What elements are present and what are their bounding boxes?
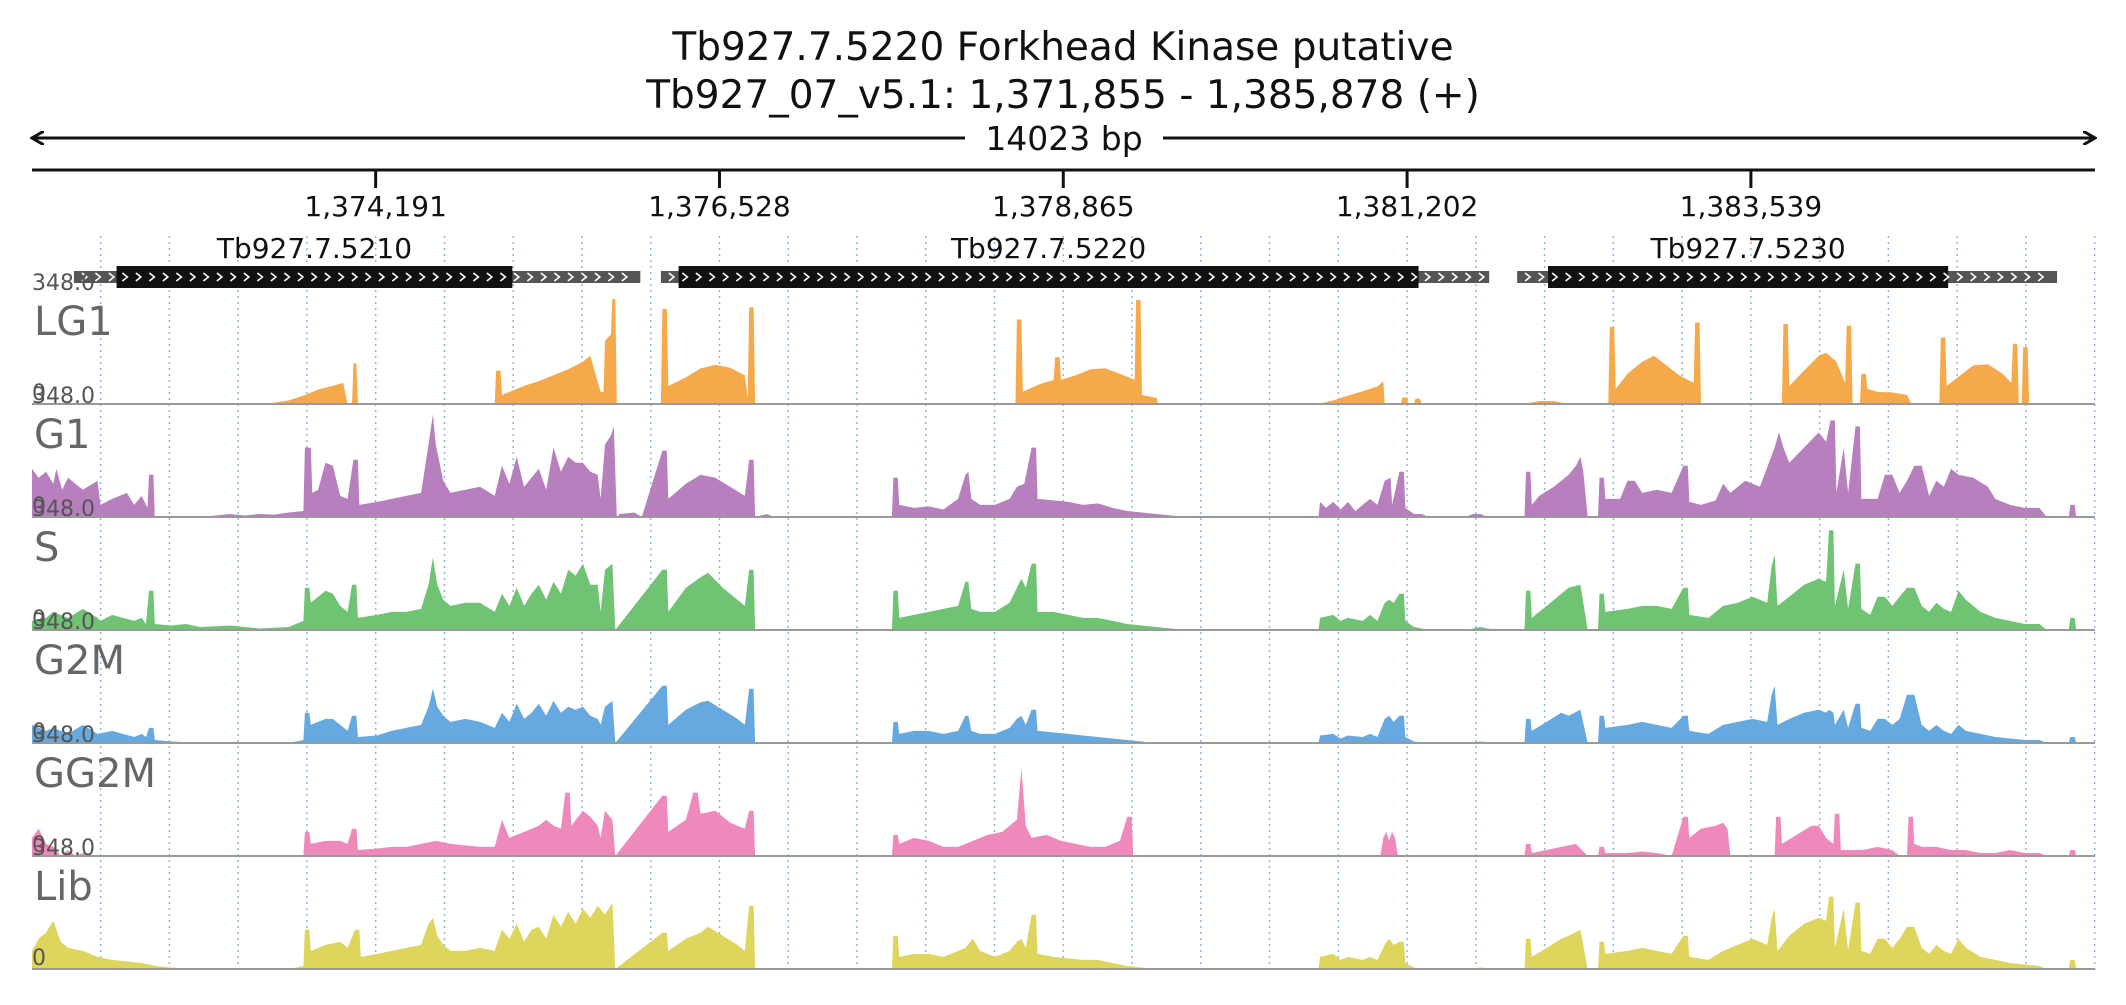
coverage-area [32, 299, 2095, 404]
track-ymax-label: 348.0 [32, 384, 95, 409]
gene-strand-chevrons [81, 272, 629, 282]
span-length-label: 14023 bp [985, 119, 1142, 158]
coverage-area [32, 768, 2095, 856]
gene-cds [678, 266, 1419, 288]
coverage-tracks: 348.00LG1348.00G1348.00S348.00G2M348.00G… [32, 271, 2095, 971]
ruler-tick-label: 1,383,539 [1680, 190, 1823, 223]
track-name-label: LG1 [34, 299, 113, 345]
gene-label: Tb927.7.5230 [1650, 232, 1846, 265]
gene-strand-chevrons [668, 272, 1486, 282]
track-ymin-label: 0 [32, 946, 46, 971]
chart-title: Tb927.7.5220 Forkhead Kinase putative [671, 25, 1453, 70]
track-ymax-label: 348.0 [32, 836, 95, 861]
coverage-area [32, 896, 2095, 969]
gene-strand-chevrons [1524, 272, 2045, 282]
coverage-area [32, 685, 2095, 743]
gene-feature[interactable]: Tb927.7.5230 [1517, 232, 2058, 288]
gene-label: Tb927.7.5210 [216, 232, 412, 265]
ruler-tick-label: 1,378,865 [992, 190, 1135, 223]
ruler-ticks: 1,374,191 1,376,528 1,378,865 1,381,202 1,38… [304, 170, 1822, 223]
track-ymin-label: 0 [32, 381, 46, 406]
span-indicator: 14023 bp [32, 119, 2095, 158]
gene-cds [1548, 266, 1949, 288]
track-ymin-label: 0 [32, 494, 46, 519]
gene-feature[interactable]: Tb927.7.5210 [73, 232, 641, 288]
track-name-label: G2M [34, 638, 125, 684]
coverage-area [32, 530, 2095, 630]
gene-feature[interactable]: Tb927.7.5220 [660, 232, 1490, 288]
track-ymax-label: 348.0 [32, 271, 95, 296]
track-ymin-label: 0 [32, 607, 46, 632]
track-ymin-label: 0 [32, 720, 46, 745]
gene-cds [116, 266, 513, 288]
track-name-label: S [34, 525, 59, 571]
track-name-label: G1 [34, 412, 90, 458]
gene-label: Tb927.7.5220 [950, 232, 1146, 265]
track-ymax-label: 348.0 [32, 610, 95, 635]
ruler-tick-label: 1,376,528 [648, 190, 791, 223]
gene-annotations: Tb927.7.5210 Tb927.7.5220 Tb927.7.5230 [73, 232, 2058, 288]
track-s: 348.00S [32, 497, 2095, 632]
chart-subtitle: Tb927_07_v5.1: 1,371,855 - 1,385,878 (+) [645, 73, 1480, 118]
track-name-label: Lib [34, 864, 93, 910]
track-ymin-label: 0 [32, 833, 46, 858]
track-ymax-label: 348.0 [32, 497, 95, 522]
track-ymax-label: 348.0 [32, 723, 95, 748]
track-name-label: GG2M [34, 751, 156, 797]
ruler-tick-label: 1,381,202 [1336, 190, 1479, 223]
ruler-tick-label: 1,374,191 [304, 190, 447, 223]
coverage-area [32, 414, 2095, 517]
